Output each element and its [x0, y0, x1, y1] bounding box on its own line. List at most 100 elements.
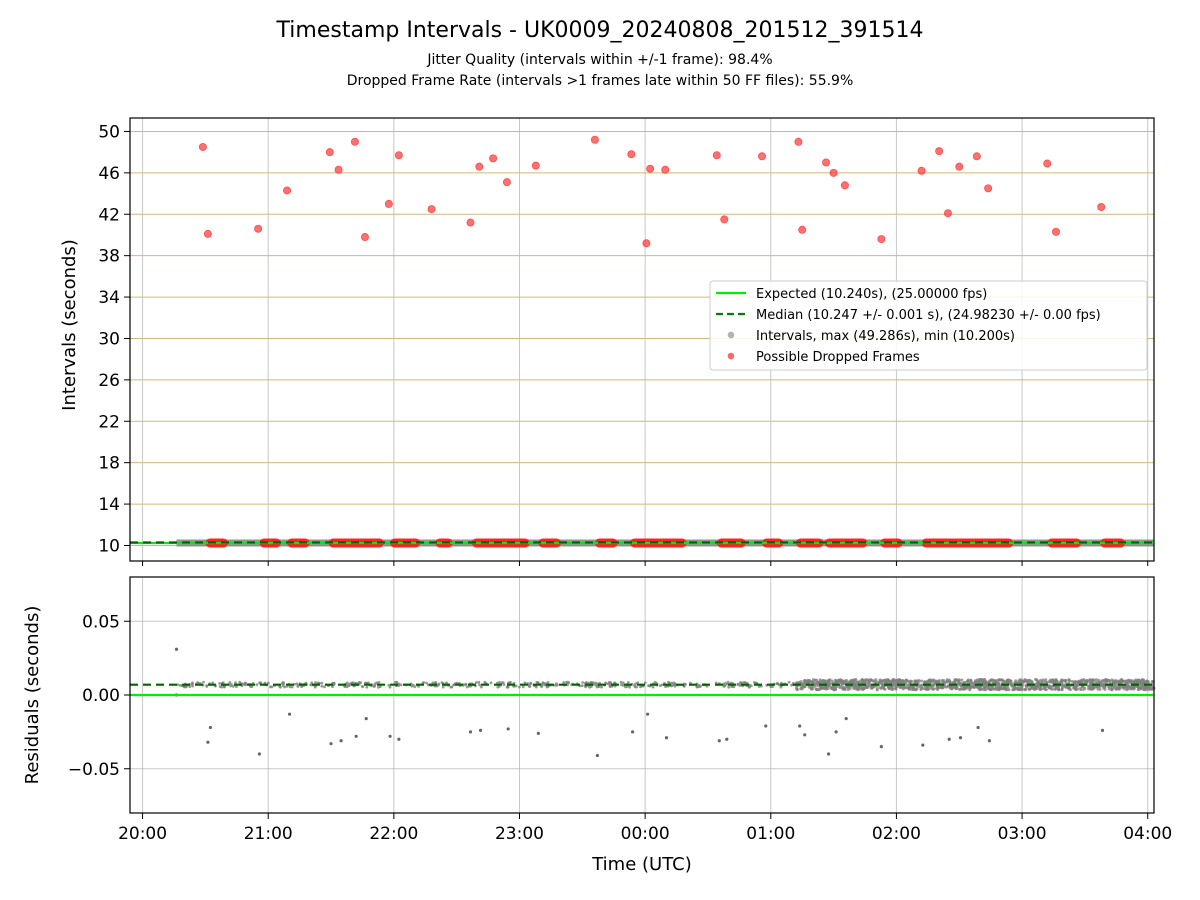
residual-point [288, 685, 292, 689]
residual-point [722, 685, 726, 688]
residual-point [1110, 687, 1114, 691]
residual-point [221, 681, 225, 685]
bottom-plot-frame [129, 576, 1155, 814]
residual-outlier-point-6 [329, 742, 333, 746]
residual-point [425, 681, 428, 685]
residual-point [1096, 685, 1100, 689]
chart-title: Timestamp Intervals - UK0009_20240808_20… [276, 18, 924, 43]
residual-point [726, 680, 730, 684]
residual-outlier-point-11 [397, 737, 401, 741]
residual-point [521, 685, 525, 689]
residual-point [1074, 683, 1078, 687]
residual-point [1028, 678, 1032, 682]
residual-point [769, 685, 773, 689]
residual-point [218, 682, 222, 685]
residual-point [1067, 678, 1071, 682]
dropped-frame-point-10 [427, 205, 436, 214]
residual-point [953, 680, 957, 684]
residual-point [1013, 686, 1017, 690]
residual-point [827, 681, 831, 685]
residual-point [320, 681, 324, 685]
residual-point [803, 685, 807, 689]
residual-point [967, 686, 971, 690]
residual-point [775, 682, 779, 685]
residual-point [995, 688, 999, 692]
residual-point [1138, 686, 1142, 690]
residual-point [477, 680, 481, 684]
residual-outlier-point-5 [287, 712, 292, 716]
residual-outlier-point-0 [174, 647, 179, 651]
residual-point [1033, 687, 1037, 691]
residual-point [310, 681, 314, 685]
residual-point [290, 685, 294, 689]
residual-point [966, 678, 970, 682]
dropped-frame-point-29 [877, 235, 886, 244]
residual-point [1024, 687, 1028, 691]
residual-point [529, 681, 533, 685]
residual-point [813, 678, 817, 682]
dropped-frame-point-19 [646, 164, 655, 173]
residual-point [238, 680, 242, 684]
residual-point [1103, 685, 1107, 689]
residual-point [991, 687, 995, 691]
residual-point [730, 685, 734, 689]
legend-box [709, 280, 1148, 371]
residual-point [880, 685, 884, 689]
residual-point [981, 687, 985, 691]
residual-point [191, 682, 194, 686]
x-tick-label-4: 00:00 [621, 824, 670, 844]
residual-point [833, 687, 837, 691]
dropped-frame-point-5 [334, 165, 343, 174]
residual-point [387, 683, 391, 687]
residual-point [434, 681, 438, 685]
residual-point [930, 687, 934, 691]
residual-point [182, 685, 186, 689]
residual-point [890, 688, 894, 692]
residual-outlier-point-10 [388, 734, 392, 738]
residual-outlier-point-24 [803, 733, 807, 737]
residual-point [1126, 682, 1130, 686]
residual-outlier-point-16 [595, 753, 599, 758]
residual-point [608, 680, 612, 684]
residual-point [915, 679, 919, 683]
residual-point [268, 685, 272, 689]
residual-point [813, 684, 817, 688]
residual-point [373, 684, 377, 688]
residual-point [919, 679, 923, 683]
residual-point [465, 685, 469, 689]
residual-outlier-point-25 [826, 752, 831, 756]
residual-point [738, 684, 742, 688]
bottom-y-tick-label-0: 0.05 [82, 612, 120, 632]
residual-point [727, 685, 731, 689]
dropped-frame-point-17 [627, 150, 636, 159]
residual-outlier-point-2 [206, 740, 210, 744]
dropped-frame-point-13 [489, 154, 498, 163]
residual-point [815, 687, 819, 691]
residual-outlier-point-33 [987, 739, 992, 743]
residual-point [375, 681, 379, 685]
legend-entry-label-2: Intervals, max (49.286s), min (10.200s) [756, 329, 1015, 344]
residual-point [413, 685, 417, 689]
dropped-frame-point-20 [661, 165, 670, 174]
top-y-tick-label-5: 30 [98, 329, 120, 349]
residual-point [1117, 679, 1121, 683]
residual-point [905, 683, 909, 687]
residual-point [230, 683, 233, 686]
residual-point [316, 681, 320, 685]
residual-point [331, 685, 334, 688]
residual-point [1093, 678, 1097, 682]
residual-point [489, 681, 493, 685]
residual-point [969, 681, 973, 685]
residual-point [893, 679, 897, 683]
residual-outlier-point-27 [844, 717, 848, 721]
residual-point [991, 678, 995, 682]
residual-point [875, 687, 879, 691]
residual-point [394, 680, 397, 684]
residual-point [997, 682, 1001, 686]
residual-point [912, 687, 916, 691]
legend-entry-label-0: Expected (10.240s), (25.00000 fps) [756, 287, 987, 302]
residual-point [982, 679, 986, 683]
residual-point [348, 682, 351, 686]
x-tick-label-0: 20:00 [118, 824, 167, 844]
legend: Expected (10.240s), (25.00000 fps) Median… [709, 280, 1148, 371]
